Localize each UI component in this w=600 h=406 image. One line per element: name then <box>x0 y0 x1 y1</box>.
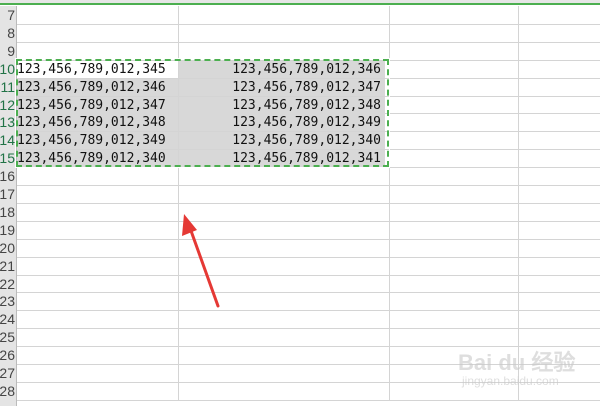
watermark-url: jingyan.baidu.com <box>462 374 559 388</box>
row-gridline <box>16 292 600 294</box>
cell-b[interactable]: 123,456,789,012,349 <box>179 114 385 132</box>
column-header-bar <box>0 0 600 5</box>
row-number[interactable]: 8 <box>7 24 15 41</box>
row-number[interactable]: 25 <box>0 329 15 346</box>
copy-marquee-selection <box>15 58 390 168</box>
cell-b[interactable]: 123,456,789,012,348 <box>179 96 385 114</box>
cell-a[interactable]: 123,456,789,012,345 <box>17 60 178 78</box>
row-number[interactable]: 20 <box>0 239 15 256</box>
row-gridline <box>16 381 600 383</box>
row-gridline <box>16 328 600 330</box>
row-gridline <box>16 238 600 240</box>
row-number[interactable]: 24 <box>0 311 15 328</box>
row-number[interactable]: 27 <box>0 365 15 381</box>
row-number[interactable]: 17 <box>0 186 15 202</box>
row-gridline <box>16 167 600 169</box>
cell-b[interactable]: 123,456,789,012,340 <box>179 132 385 150</box>
row-header: 7 8 9 10 11 12 13 14 15 16 17 18 19 20 21 22 23 24 25 26 27 2… <box>0 6 17 406</box>
watermark-logo: Bai du 经验 <box>458 350 576 375</box>
row-gridline <box>16 131 600 133</box>
cell-a[interactable]: 123,456,789,012,340 <box>17 150 178 168</box>
cell-a[interactable]: 123,456,789,012,346 <box>17 78 178 96</box>
row-gridline <box>16 113 600 115</box>
row-number[interactable]: 22 <box>0 275 15 292</box>
row-number[interactable]: 26 <box>0 347 15 364</box>
row-gridline <box>16 274 600 276</box>
row-gridline <box>16 364 600 365</box>
row-gridline <box>16 202 600 204</box>
row-gridline <box>16 149 600 151</box>
row-number[interactable]: 7 <box>7 7 15 23</box>
row-number[interactable]: 21 <box>0 257 15 274</box>
cell-a[interactable]: 123,456,789,012,348 <box>17 114 178 132</box>
cell-a[interactable]: 123,456,789,012,349 <box>17 132 178 150</box>
row-gridline <box>16 23 600 25</box>
row-number[interactable]: 9 <box>7 42 15 59</box>
row-number[interactable]: 15 <box>0 150 15 167</box>
row-gridline <box>16 346 600 348</box>
row-number[interactable]: 13 <box>0 114 15 131</box>
row-number[interactable]: 14 <box>0 132 15 149</box>
row-number[interactable]: 11 <box>0 78 15 95</box>
row-number[interactable]: 19 <box>0 221 15 238</box>
row-gridline <box>16 185 600 186</box>
row-gridline <box>16 77 600 79</box>
cell-b[interactable]: 123,456,789,012,341 <box>179 150 385 168</box>
cell-a[interactable]: 123,456,789,012,347 <box>17 96 178 114</box>
row-number[interactable]: 10 <box>0 60 15 77</box>
row-number[interactable]: 18 <box>0 203 15 220</box>
cell-b[interactable]: 123,456,789,012,347 <box>179 78 385 96</box>
row-number[interactable]: 23 <box>0 293 15 310</box>
row-gridline <box>16 310 600 312</box>
row-number[interactable]: 12 <box>0 96 15 113</box>
cell-b[interactable]: 123,456,789,012,346 <box>179 60 385 78</box>
row-gridline <box>16 95 600 97</box>
row-gridline <box>16 256 600 258</box>
row-gridline <box>16 220 600 222</box>
row-number[interactable]: 28 <box>0 382 15 399</box>
row-gridline <box>16 41 600 43</box>
row-number[interactable]: 16 <box>0 168 15 185</box>
